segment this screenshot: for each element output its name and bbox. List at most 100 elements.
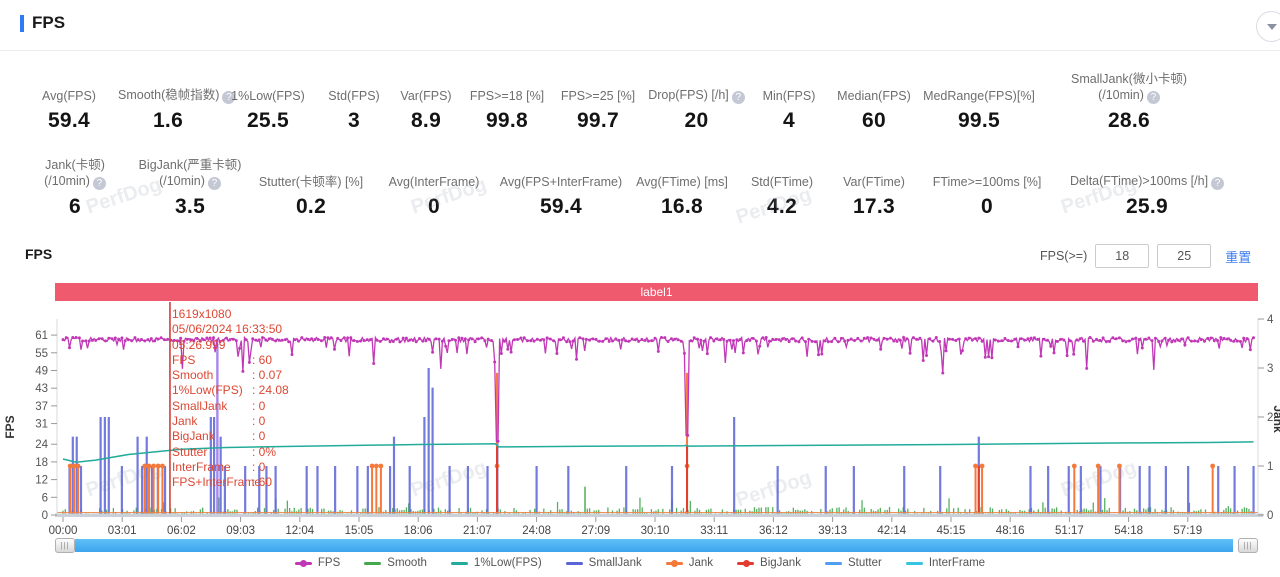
stat-label: Smooth(稳帧指数)? [118,70,236,104]
scrollbar-right-handle[interactable]: ||| [1238,538,1258,553]
svg-text:45:15: 45:15 [937,525,966,537]
stat-avg-fps-interframe: Avg(FPS+InterFrame) 59.4 [496,156,626,219]
fps-threshold-input-1[interactable] [1095,244,1150,268]
legend-label: BigJank [760,557,801,569]
legend-label: Jank [688,557,714,569]
legend-swatch [294,559,312,567]
stat-label: Var(FPS) [400,88,452,103]
svg-text:49: 49 [35,365,48,377]
stat-value: 8.9 [410,109,442,132]
legend-item-smalljank[interactable]: SmallJank [565,557,642,569]
legend-item-jank[interactable]: Jank [665,557,714,569]
svg-text:2: 2 [1267,412,1273,424]
legend-swatch [905,559,923,567]
legend-item-1-low-fps[interactable]: 1%Low(FPS) [450,557,542,569]
svg-text:30:10: 30:10 [641,525,670,537]
help-icon[interactable]: ? [1211,177,1225,190]
stat-label: FTime>=100ms [%] [932,174,1042,189]
svg-text:09:03: 09:03 [226,525,255,537]
svg-text:06:02: 06:02 [167,525,196,537]
stat-label: Avg(FTime) [ms] [636,174,728,189]
stat-avg-interframe: Avg(InterFrame) 0 [372,156,496,219]
legend-swatch [450,559,468,567]
svg-text:24: 24 [35,439,48,451]
stat-value: 3.5 [174,195,206,218]
help-icon[interactable]: ? [207,177,221,190]
stat-smooth: Smooth(稳帧指数)? 1.6 [118,70,236,133]
svg-text:24:08: 24:08 [522,525,551,537]
help-icon[interactable]: ? [731,91,745,104]
stat-label: Drop(FPS) [/h]? [644,70,749,104]
legend-swatch [665,559,683,567]
svg-text:0: 0 [1267,510,1273,522]
chart-label-band: label1 [55,283,1258,301]
panel-title: FPS [32,13,66,32]
stat-value: 25.5 [246,109,290,132]
legend-swatch [824,559,842,567]
svg-text:6: 6 [42,492,48,504]
legend-swatch [565,559,583,567]
stat-label: MedRange(FPS)[%] [923,88,1035,103]
legend-label: Stutter [847,557,882,569]
stat-label: Std(FTime) [750,174,814,189]
stat-median-fps: Median(FPS) 60 [829,70,919,133]
svg-text:Jank: Jank [1271,405,1280,433]
fps-threshold-label: FPS(>=) [1040,249,1088,263]
legend-swatch [737,559,755,567]
legend-label: Smooth [387,557,427,569]
legend-item-smooth[interactable]: Smooth [364,557,427,569]
svg-text:61: 61 [35,330,48,342]
svg-text:18: 18 [35,457,48,469]
help-icon[interactable]: ? [1146,91,1160,104]
svg-text:37: 37 [35,401,48,413]
legend-item-fps[interactable]: FPS [294,557,341,569]
panel-header: FPS [20,13,65,33]
legend-swatch [364,559,382,567]
stat-min-fps: Min(FPS) 4 [749,70,829,133]
svg-text:3: 3 [1267,363,1273,375]
svg-text:31: 31 [35,419,48,431]
stat-fps-18: FPS>=18 [%] 99.8 [462,70,552,133]
stat-value: 0 [428,195,440,218]
stat-label: Min(FPS) [762,88,816,103]
stat-bigjank: BigJank(严重卡顿) (/10min)? 3.5 [130,156,250,219]
svg-text:0: 0 [42,510,48,522]
svg-text:00:00: 00:00 [49,525,78,537]
stat-value: 25.9 [1125,195,1169,218]
svg-text:55: 55 [35,348,48,360]
stat-ftime-100ms: FTime>=100ms [%] 0 [922,156,1052,219]
stat-label: Stutter(卡顿率) [%] [258,174,364,189]
help-icon[interactable]: ? [92,177,106,190]
svg-text:57:19: 57:19 [1173,525,1202,537]
svg-text:39:13: 39:13 [818,525,847,537]
stat-value: 4.2 [766,195,798,218]
stat-value: 59.4 [539,195,583,218]
stat-value: 99.7 [576,109,620,132]
legend-label: FPS [317,557,341,569]
fps-threshold-input-2[interactable] [1157,244,1212,268]
legend-item-interframe[interactable]: InterFrame [905,557,985,569]
stat-label: 1%Low(FPS) [231,88,305,103]
help-icon[interactable]: ? [222,91,236,104]
svg-text:33:11: 33:11 [700,525,728,537]
legend-item-bigjank[interactable]: BigJank [737,557,801,569]
stat-value: 99.5 [957,109,1001,132]
scrollbar-track[interactable] [75,539,1233,552]
svg-text:03:01: 03:01 [108,525,137,537]
stat-value: 28.6 [1107,109,1151,132]
svg-text:54:18: 54:18 [1114,525,1143,537]
legend-item-stutter[interactable]: Stutter [824,557,882,569]
scrollbar-left-handle[interactable]: ||| [55,538,75,553]
stat-smalljank: SmallJank(微小卡顿) (/10min)? 28.6 [1039,70,1219,133]
stat-label: Var(FTime) [843,174,905,189]
reset-link[interactable]: 重置 [1225,249,1252,265]
collapse-panel-button[interactable] [1256,11,1280,42]
svg-text:FPS: FPS [3,415,17,438]
header-accent-bar [20,14,24,32]
stat-var-fps: Var(FPS) 8.9 [390,70,462,133]
stat-value: 1.6 [152,109,184,132]
stat-value: 20 [684,109,709,132]
stats-row-1: Avg(FPS) 59.4 Smooth(稳帧指数)? 1.6 1%Low(FPS) 25… [20,70,1219,133]
